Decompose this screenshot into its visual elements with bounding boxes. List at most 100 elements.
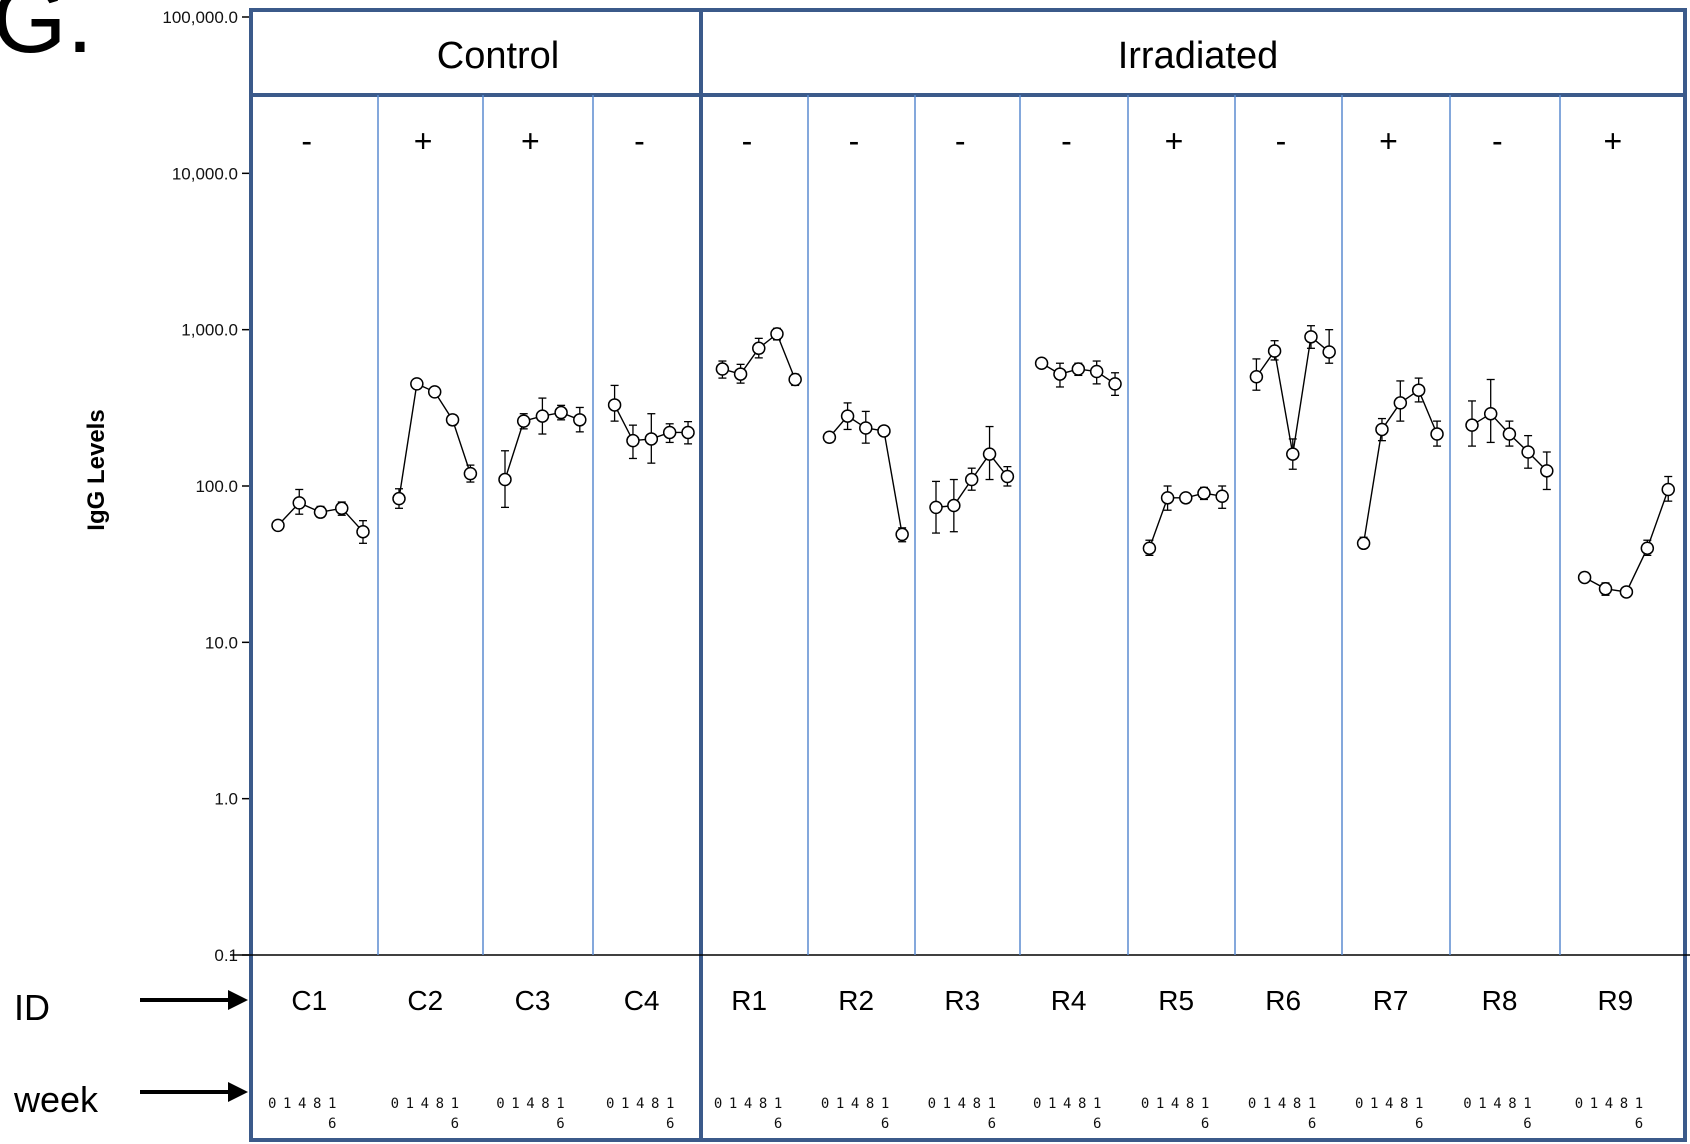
week-tick-label: 4	[1605, 1096, 1613, 1112]
week-tick-label: 0	[1033, 1096, 1041, 1112]
week-tick-label: 4	[851, 1096, 859, 1112]
week-tick-label: 1	[328, 1096, 336, 1112]
data-point	[1322, 345, 1336, 359]
data-point	[1540, 464, 1554, 478]
id-label: R7	[1373, 985, 1409, 1016]
data-point	[1521, 445, 1535, 459]
sign-label: -	[849, 123, 860, 159]
arrow-right-icon	[140, 990, 248, 1010]
week-tick-label: 4	[421, 1096, 429, 1112]
week-tick-label: 4	[636, 1096, 644, 1112]
week-tick-label: 0	[821, 1096, 829, 1112]
week-tick-label: 1	[836, 1096, 844, 1112]
data-point	[271, 518, 285, 533]
data-point	[964, 472, 979, 487]
y-axis-title: IgG Levels	[83, 409, 110, 530]
week-tick-label: 4	[1278, 1096, 1286, 1112]
week-tick-label: 6	[1635, 1116, 1643, 1132]
week-tick-label: 8	[1186, 1096, 1194, 1112]
data-point	[982, 447, 997, 461]
y-tick-label: 100.0	[195, 477, 238, 496]
week-tick-label: 0	[1248, 1096, 1256, 1112]
week-tick-label: 4	[298, 1096, 306, 1112]
lane-dividers	[377, 95, 1561, 955]
data-point	[626, 433, 640, 448]
week-tick-label: 1	[1263, 1096, 1271, 1112]
week-tick-label: 1	[943, 1096, 951, 1112]
id-label: C3	[515, 985, 551, 1016]
week-tick-label: 8	[436, 1096, 444, 1112]
sign-label: +	[1604, 123, 1623, 159]
week-tick-label: 6	[328, 1116, 336, 1132]
series-r7	[1356, 377, 1444, 551]
data-point	[1267, 344, 1282, 358]
series-line	[1584, 489, 1669, 593]
series-line	[398, 382, 472, 499]
y-tick-label: 10,000.0	[172, 164, 238, 183]
week-tick-label: 6	[1201, 1116, 1209, 1132]
week-tick-label: 1	[406, 1096, 414, 1112]
group-label-irradiated: Irradiated	[1118, 35, 1279, 77]
y-tick-label: 1,000.0	[181, 321, 238, 340]
week-tick-label: 0	[714, 1096, 722, 1112]
data-point	[292, 496, 306, 510]
data-point	[1619, 585, 1634, 599]
week-tick-label: 6	[988, 1116, 996, 1132]
week-tick-label: 4	[1385, 1096, 1393, 1112]
arrow-right-icon	[140, 1082, 248, 1102]
data-point	[1215, 489, 1229, 503]
panel-letter: G.	[0, 0, 93, 73]
week-tick-label: 1	[1308, 1096, 1316, 1112]
data-point	[1000, 469, 1015, 484]
week-tick-label: 1	[881, 1096, 889, 1112]
data-point	[1160, 491, 1175, 505]
data-point	[1661, 482, 1675, 497]
data-point	[1286, 447, 1300, 461]
data-point	[859, 421, 873, 435]
week-tick-label: 1	[1156, 1096, 1164, 1112]
data-point	[752, 341, 766, 356]
week-tick-label: 0	[496, 1096, 504, 1112]
sign-label: +	[1165, 123, 1184, 159]
data-point	[313, 505, 328, 519]
series-c3	[498, 397, 587, 509]
id-label: R9	[1597, 985, 1633, 1016]
data-point	[516, 414, 531, 428]
week-tick-label: 1	[556, 1096, 564, 1112]
data-point	[1393, 396, 1408, 410]
data-point	[947, 498, 961, 513]
week-tick-label: 0	[1355, 1096, 1363, 1112]
sign-label: -	[1492, 123, 1503, 159]
week-tick-label: 0	[1575, 1096, 1583, 1112]
week-tick-label: 4	[958, 1096, 966, 1112]
week-tick-label: 4	[1493, 1096, 1501, 1112]
data-point	[410, 377, 424, 391]
data-point	[1577, 570, 1592, 585]
week-tick-label: 6	[1308, 1116, 1316, 1132]
row-label-week: week	[13, 1079, 99, 1120]
series-r9	[1577, 475, 1675, 599]
week-tick-label: 1	[1415, 1096, 1423, 1112]
data-point	[356, 524, 370, 539]
week-tick-label: 8	[973, 1096, 981, 1112]
data-point	[1108, 377, 1122, 391]
irradiated-frame	[699, 8, 1687, 1142]
data-point	[1304, 330, 1318, 344]
week-tick-label: 8	[541, 1096, 549, 1112]
data-point	[554, 405, 568, 420]
data-point	[715, 362, 730, 376]
series-r8	[1465, 378, 1554, 491]
data-point	[1197, 486, 1211, 500]
data-point	[1053, 367, 1067, 381]
week-tick-label: 8	[759, 1096, 767, 1112]
data-point	[1411, 383, 1426, 397]
week-tick-label: 1	[1048, 1096, 1056, 1112]
data-point	[573, 413, 587, 427]
week-tick-label: 6	[1523, 1116, 1531, 1132]
sign-label: -	[1061, 123, 1072, 159]
series-r5	[1142, 485, 1229, 557]
data-point	[1598, 582, 1613, 596]
week-tick-label: 6	[1093, 1116, 1101, 1132]
data-point	[1249, 369, 1264, 384]
data-point	[1142, 541, 1157, 555]
